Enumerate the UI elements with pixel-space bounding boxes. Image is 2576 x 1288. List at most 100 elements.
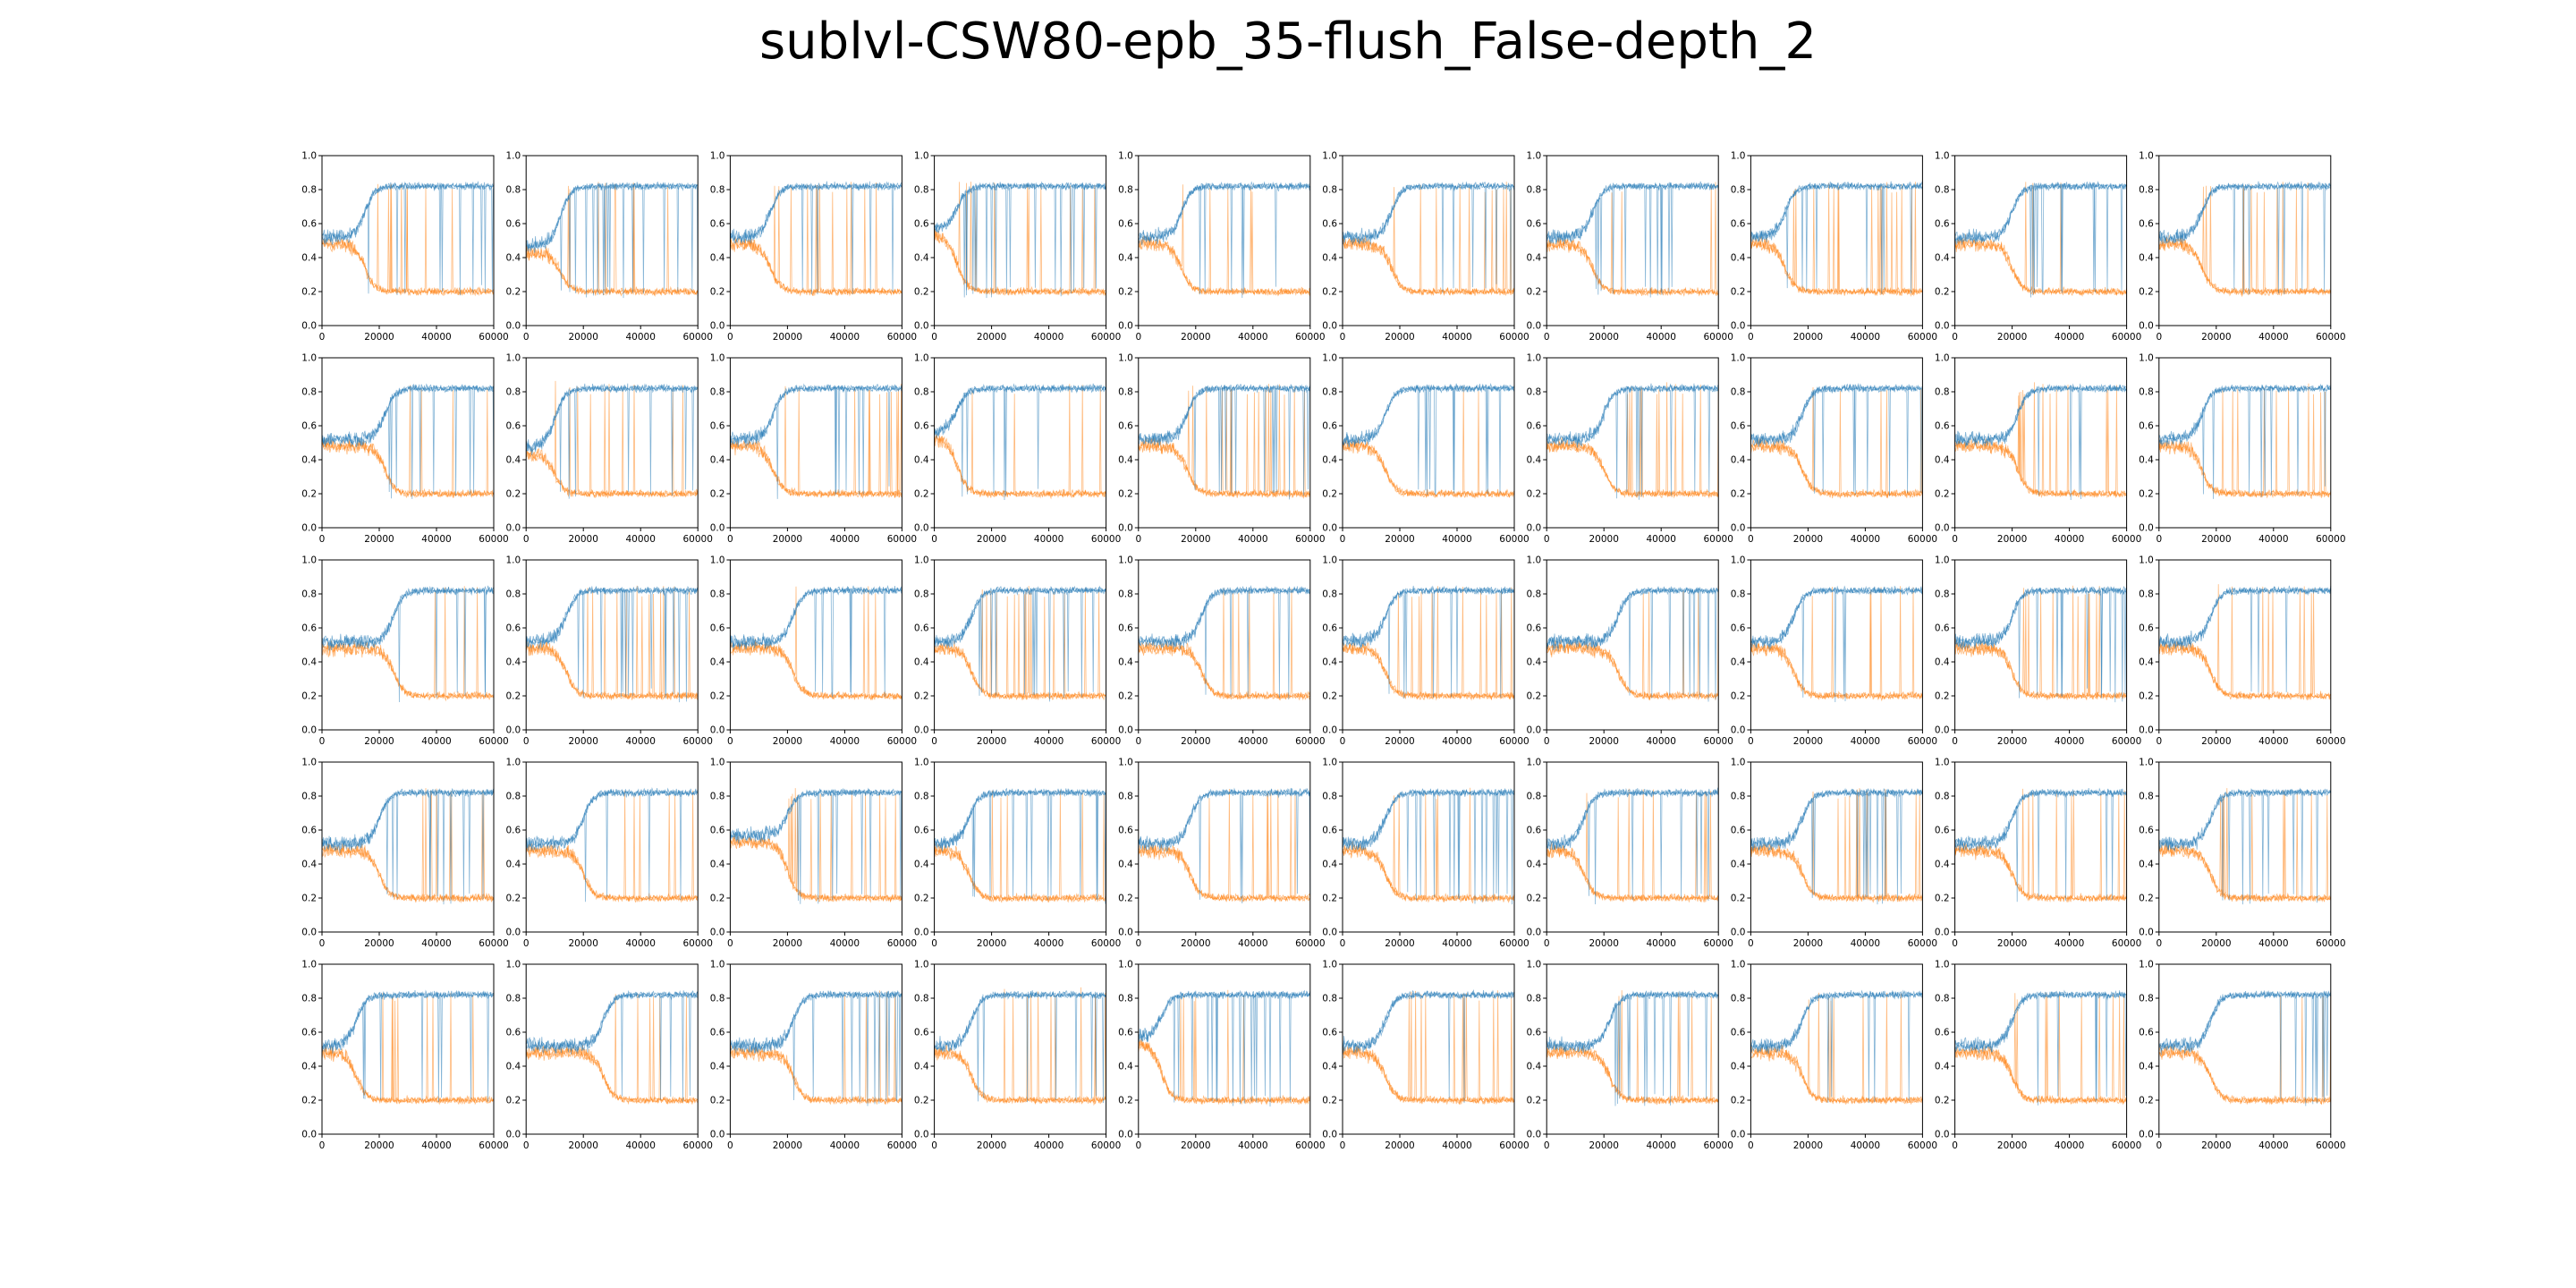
y-tick-label: 0.6 [301,826,317,836]
y-tick-label: 0.2 [1935,489,1950,500]
x-tick-label: 40000 [1034,736,1063,747]
y-tick-label: 1.0 [2139,353,2154,364]
axes-frame [321,761,495,933]
axes-frame [1954,155,2128,326]
x-tick-label: 40000 [1034,1140,1063,1151]
series-line [321,989,494,1103]
axes-frame [1750,761,1923,933]
y-tick-label: 1.0 [505,758,521,768]
x-tick-label: 0 [931,332,937,343]
y-tick-label: 0.2 [1526,287,1541,298]
subplot: 0.0 0.2 0.4 0.6 0.8 1.0 0 20000 40000 60000 [1731,555,1937,748]
series-line [1954,182,2127,295]
y-tick-label: 1.0 [1731,353,1746,364]
series-line [1138,188,1311,296]
y-tick-label: 0.2 [710,691,725,702]
x-tick-label: 0 [727,938,733,949]
y-tick-label: 0.4 [710,253,725,264]
y-tick-label: 1.0 [1935,555,1950,566]
series-line [525,390,699,498]
x-tick-label: 0 [1952,534,1958,545]
axes-frame [1342,559,1515,731]
series-line [1138,792,1311,903]
series-line [934,843,1106,903]
series-line [1342,586,1515,698]
axes-frame [1546,963,1719,1135]
y-tick-label: 0.2 [2139,1096,2154,1106]
x-tick-label: 0 [1544,1140,1550,1151]
series-line [1954,993,2127,1106]
y-tick-label: 0.0 [301,725,317,736]
y-tick-label: 0.6 [2139,421,2154,432]
axes-frame [1750,559,1923,731]
x-tick-label: 20000 [1997,534,2027,545]
y-tick-label: 0.6 [914,421,929,432]
series-line [1342,586,1515,701]
y-tick-label: 0.0 [1935,725,1950,736]
series-line [934,990,1106,1103]
y-tick-label: 1.0 [1935,758,1950,768]
y-tick-label: 0.6 [1935,623,1950,634]
x-tick-label: 20000 [2201,534,2231,545]
x-tick-label: 20000 [568,736,597,747]
y-tick-label: 0.2 [1935,691,1950,702]
series-line [1138,184,1311,296]
x-tick-label: 0 [1952,736,1958,747]
subplot: 0.0 0.2 0.4 0.6 0.8 1.0 0 20000 40000 60000 [914,151,1121,343]
x-tick-label: 20000 [2201,332,2231,343]
y-tick-label: 0.0 [1526,725,1541,736]
y-tick-label: 0.4 [2139,253,2154,264]
y-tick-label: 0.0 [2139,321,2154,332]
x-tick-label: 20000 [1589,938,1618,949]
y-tick-label: 0.8 [301,185,317,196]
y-tick-label: 0.8 [1526,792,1541,802]
series-line [2158,383,2332,498]
series-line [2158,788,2332,901]
y-tick-label: 0.4 [1731,1062,1746,1072]
y-tick-label: 0.2 [1935,287,1950,298]
series-line [2158,995,2332,1106]
x-tick-label: 60000 [479,1140,508,1151]
y-tick-label: 1.0 [1118,960,1133,970]
series-line [1342,592,1515,700]
x-tick-label: 60000 [2316,736,2345,747]
series-line [730,383,902,494]
y-tick-label: 1.0 [1526,960,1541,970]
series-line [1546,384,1719,499]
series-line [1954,389,2127,498]
x-tick-label: 0 [931,534,937,545]
series-line [1954,586,2127,702]
series-line [934,787,1106,900]
y-tick-label: 0.0 [1118,1130,1133,1140]
series-line [1138,384,1311,496]
axes-frame [2158,963,2332,1135]
axes-frame [525,155,699,326]
x-tick-label: 40000 [1238,534,1267,545]
y-tick-label: 0.2 [710,489,725,500]
y-tick-label: 0.0 [1526,1130,1541,1140]
y-tick-label: 0.4 [1935,253,1950,264]
y-tick-label: 0.4 [914,1062,929,1072]
series-line [1342,989,1514,1104]
series-line [1342,989,1515,1053]
axes-frame [729,357,902,529]
y-tick-label: 0.6 [301,421,317,432]
x-tick-label: 20000 [1997,332,2027,343]
series-line [321,386,495,499]
y-tick-label: 0.0 [1322,523,1337,534]
y-tick-label: 1.0 [1322,758,1337,768]
y-tick-label: 0.6 [914,826,929,836]
series-line [1138,181,1311,294]
y-tick-label: 0.0 [914,1130,929,1140]
series-line [1546,182,1719,298]
y-tick-label: 0.0 [1322,928,1337,938]
y-tick-label: 0.8 [1118,589,1133,600]
x-tick-label: 40000 [1034,938,1063,949]
y-tick-label: 0.4 [1526,1062,1541,1072]
series-line [730,638,902,700]
y-tick-label: 0.4 [1526,455,1541,466]
x-tick-label: 20000 [568,1140,597,1151]
y-tick-label: 1.0 [1118,758,1133,768]
y-tick-label: 0.6 [1731,219,1746,230]
axes-frame [1750,155,1923,326]
